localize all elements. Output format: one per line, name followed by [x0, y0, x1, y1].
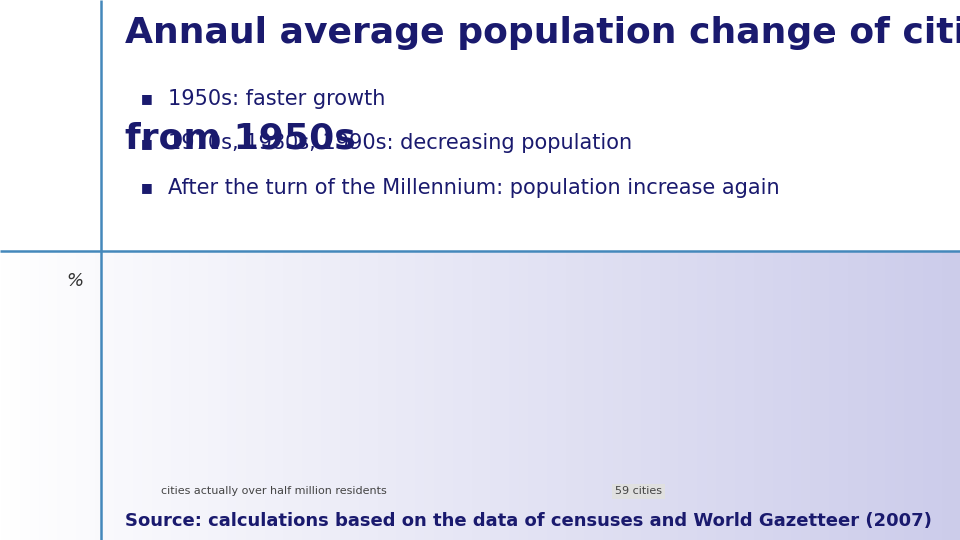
Text: %: %: [66, 272, 84, 290]
Text: 1970s, 1980s, 1990s: decreasing population: 1970s, 1980s, 1990s: decreasing populati…: [168, 133, 632, 153]
Text: 1950s: faster growth: 1950s: faster growth: [168, 89, 385, 109]
Text: 59 cities: 59 cities: [615, 487, 661, 496]
Text: from 1950s: from 1950s: [125, 122, 355, 156]
Bar: [0, 0, 960, 251]
Text: ■: ■: [141, 92, 153, 105]
Text: cities actually over half million residents: cities actually over half million reside…: [160, 487, 387, 496]
Text: Annaul average population change of cities: Annaul average population change of citi…: [125, 16, 960, 50]
Text: Source: calculations based on the data of censuses and World Gazetteer (2007): Source: calculations based on the data o…: [125, 512, 931, 530]
Text: ■: ■: [141, 181, 153, 194]
Text: After the turn of the Millennium: population increase again: After the turn of the Millennium: popula…: [168, 178, 780, 198]
Text: ■: ■: [141, 137, 153, 150]
